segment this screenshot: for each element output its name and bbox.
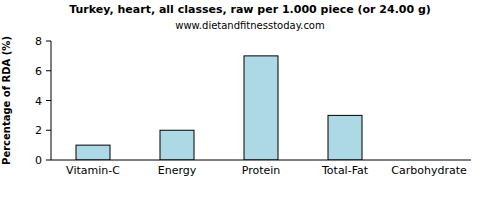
y-tick [46, 160, 51, 161]
y-tick-label: 6 [35, 65, 42, 78]
y-tick-label: 0 [35, 154, 42, 167]
y-tick-label: 2 [35, 124, 42, 137]
bar [160, 130, 194, 160]
x-tick-label: Total-Fat [321, 164, 369, 177]
bars [76, 56, 362, 160]
chart: Turkey, heart, all classes, raw per 1.00… [0, 0, 500, 200]
x-tick-label: Energy [158, 164, 197, 177]
x-tick-label: Vitamin-C [66, 164, 120, 177]
title: Turkey, heart, all classes, raw per 1.00… [69, 3, 431, 16]
subtitle: www.dietandfitnesstoday.com [175, 20, 324, 31]
y-axis [51, 41, 52, 160]
y-tick-label: 8 [35, 35, 42, 48]
y-tick-label: 4 [35, 95, 42, 108]
x-axis [51, 160, 471, 161]
bar [244, 56, 278, 160]
y-tick [46, 100, 51, 101]
y-axis-label: Percentage of RDA (%) [1, 36, 12, 165]
x-tick-label: Carbohydrate [391, 164, 467, 177]
x-tick-label: Protein [242, 164, 281, 177]
y-tick [46, 70, 51, 71]
y-tick [46, 130, 51, 131]
bar [76, 145, 110, 160]
bar [328, 115, 362, 160]
y-tick [46, 41, 51, 42]
